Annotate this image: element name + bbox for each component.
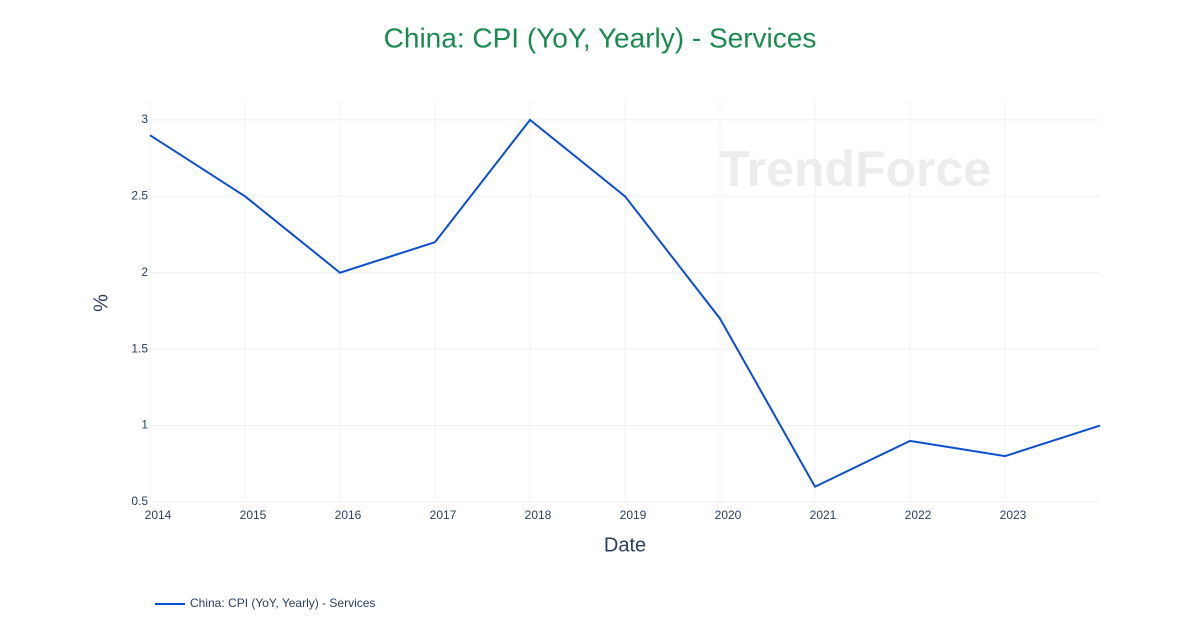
x-tick-label: 2015 xyxy=(240,508,267,522)
legend-label: China: CPI (YoY, Yearly) - Services xyxy=(190,596,375,610)
y-tick-label: 0.5 xyxy=(131,494,148,508)
x-tick-label: 2014 xyxy=(145,508,172,522)
x-tick-label: 2017 xyxy=(430,508,457,522)
y-tick-label: 3 xyxy=(141,112,148,126)
watermark: TrendForce xyxy=(719,141,991,197)
y-tick-label: 1.5 xyxy=(131,341,148,355)
chart-title: China: CPI (YoY, Yearly) - Services xyxy=(384,22,817,53)
x-tick-label: 2021 xyxy=(810,508,837,522)
x-tick-label: 2019 xyxy=(620,508,647,522)
y-tick-label: 2 xyxy=(141,265,148,279)
x-tick-label: 2023 xyxy=(1000,508,1027,522)
x-tick-label: 2016 xyxy=(335,508,362,522)
y-axis-title: % xyxy=(90,294,112,312)
x-tick-label: 2020 xyxy=(715,508,742,522)
x-axis-title: Date xyxy=(604,534,646,556)
y-tick-label: 2.5 xyxy=(131,188,148,202)
line-series xyxy=(149,118,1101,489)
y-tick-label: 1 xyxy=(141,418,148,432)
x-tick-label: 2018 xyxy=(525,508,552,522)
x-tick-label: 2022 xyxy=(905,508,932,522)
